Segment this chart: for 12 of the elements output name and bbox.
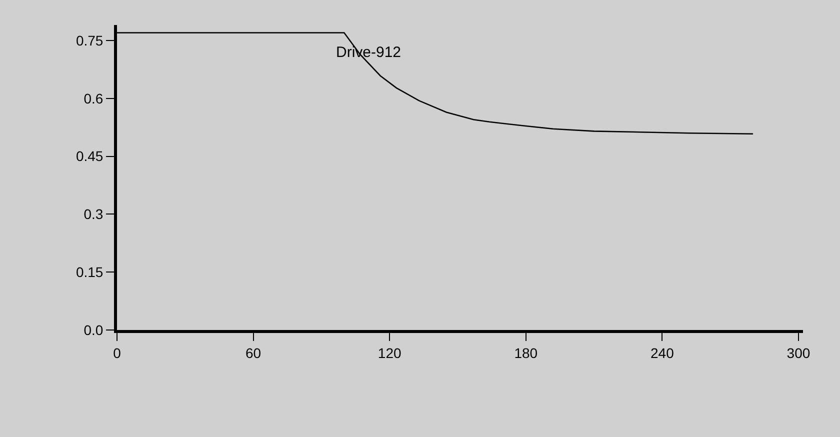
x-tick-label: 300: [786, 344, 810, 361]
y-tick-label: 0.3: [84, 206, 104, 222]
x-tick-label: 0: [113, 344, 122, 361]
x-tick-label: 180: [514, 344, 538, 361]
x-tick-label: 60: [246, 344, 262, 361]
y-tick-label: 0.45: [76, 148, 104, 164]
y-tick-label: 0.15: [76, 264, 104, 280]
y-tick-label: 0.6: [84, 90, 104, 106]
y-tick-label: 0.0: [84, 322, 104, 338]
x-tick-label: 240: [650, 344, 674, 361]
x-tick-label: 120: [378, 344, 402, 361]
y-tick-label: 0.75: [76, 32, 104, 48]
